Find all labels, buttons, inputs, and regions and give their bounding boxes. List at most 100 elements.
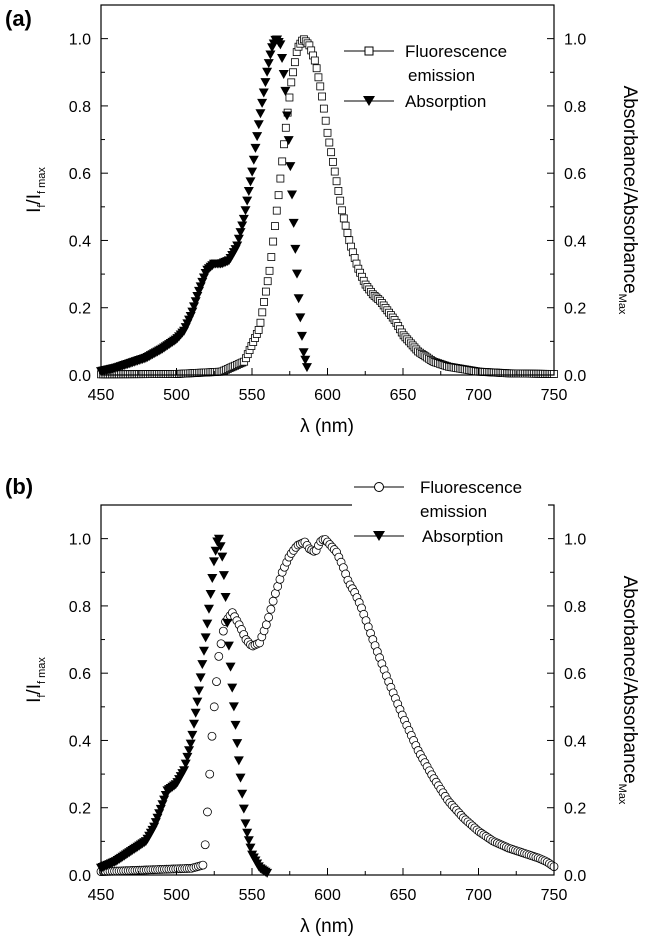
point-absorption-b [202, 619, 213, 629]
point-absorption-a [245, 177, 256, 187]
point-absorption-b [230, 720, 241, 730]
point-fluorescence-a [314, 73, 323, 82]
point-absorption-b [245, 843, 256, 853]
point-absorption-b [242, 828, 253, 838]
point-absorption-a [232, 241, 243, 251]
point-fluorescence-b [261, 620, 271, 630]
chart-panel-a: 450 500 550 600 650 700 750 0.0 0.0 0.2 0.2 0.4 0.4 0… [5, 4, 640, 437]
y-axis-label-a-sub2: f max [36, 167, 48, 194]
point-absorption-b [215, 542, 226, 552]
y-tick-label-a: 1.0 [69, 32, 91, 49]
y2-tick-label-b: 1.0 [564, 532, 586, 549]
point-fluorescence-b [198, 860, 208, 870]
point-absorption-a [277, 53, 288, 63]
point-absorption-b [195, 673, 206, 683]
legend-label-absorption-b: Absorption [422, 527, 503, 546]
point-absorption-b [203, 604, 214, 614]
y-axis-label-b: If/If max [24, 657, 48, 703]
y2-axis-label-b-main: Absorbance/Absorbance [619, 576, 640, 784]
point-absorption-a [265, 50, 276, 60]
x-tick-label-a: 500 [163, 387, 190, 404]
x-tick-label-a: 450 [88, 387, 115, 404]
y2-tick-label-b: 0.2 [564, 801, 586, 818]
y2-tick-label-b: 0.6 [564, 666, 586, 683]
point-absorption-a [248, 155, 259, 165]
point-absorption-b [240, 819, 251, 829]
point-fluorescence-a [278, 157, 287, 166]
point-absorption-b [210, 546, 221, 556]
x-tick-label-a: 600 [314, 387, 341, 404]
legend-marker-triangle-b [373, 531, 385, 541]
x-tick-label-b: 600 [314, 887, 341, 904]
point-fluorescence-b [203, 807, 212, 817]
point-absorption-b [185, 739, 196, 749]
point-fluorescence-a [323, 128, 332, 137]
y2-tick-label-a: 0.6 [564, 166, 586, 183]
point-absorption-b [180, 759, 191, 769]
point-absorption-a [298, 348, 309, 358]
point-absorption-b [190, 708, 201, 718]
point-absorption-a [295, 313, 306, 323]
tick-marks-b: 450 500 550 600 650 700 750 0.0 0.0 0.2 0.2 0.4 0.4 0… [69, 532, 587, 904]
point-fluorescence-a [318, 92, 326, 101]
point-fluorescence-a [258, 308, 267, 317]
x-tick-label-a: 550 [239, 387, 266, 404]
point-absorption-b [223, 641, 234, 651]
point-fluorescence-a [271, 222, 279, 231]
point-fluorescence-b [200, 840, 210, 850]
y-tick-label-a: 0.4 [69, 233, 91, 250]
point-absorption-a [252, 132, 263, 142]
point-fluorescence-a [263, 277, 272, 286]
point-absorption-b [184, 746, 195, 756]
point-fluorescence-a [310, 56, 319, 65]
point-fluorescence-a [287, 78, 296, 87]
point-absorption-b [222, 618, 233, 628]
x-axis-label-b: λ (nm) [300, 916, 354, 937]
point-absorption-a [240, 206, 251, 216]
x-tick-label-a: 700 [465, 387, 492, 404]
legend-marker-square-a [364, 46, 374, 56]
point-absorption-b [218, 571, 229, 581]
point-fluorescence-a [341, 221, 350, 230]
y-tick-label-b: 0.4 [69, 733, 91, 750]
point-absorption-a [283, 136, 294, 146]
point-fluorescence-b [207, 731, 217, 741]
point-absorption-a [257, 98, 268, 108]
y2-tick-label-a: 0.8 [564, 99, 586, 116]
point-fluorescence-a [256, 318, 265, 327]
point-absorption-a [255, 109, 266, 119]
x-tick-label-b: 550 [239, 887, 266, 904]
y-tick-label-b: 0.2 [69, 801, 91, 818]
x-tick-label-a: 750 [541, 387, 568, 404]
point-absorption-b [262, 868, 273, 878]
point-fluorescence-b [212, 677, 221, 686]
point-absorption-a [287, 190, 298, 200]
chart-panel-b: 450 500 550 600 650 700 750 0.0 0.0 0.2 0.2 0.4 0.4 0… [5, 474, 640, 937]
y2-axis-label-a-main: Absorbance/Absorbance [619, 86, 640, 294]
x-tick-label-b: 750 [541, 887, 568, 904]
y2-axis-label-b: Absorbance/AbsorbanceMax [616, 576, 640, 805]
point-fluorescence-a [319, 104, 328, 113]
point-absorption-b [197, 660, 208, 670]
point-fluorescence-a [339, 214, 348, 223]
point-absorption-a [242, 196, 253, 206]
y2-tick-label-a: 0.0 [564, 368, 586, 385]
plot-frame-b [100, 504, 555, 876]
point-fluorescence-a [316, 82, 325, 91]
x-tick-label-b: 650 [390, 887, 417, 904]
point-absorption-b [213, 534, 224, 544]
point-fluorescence-a [260, 298, 268, 306]
point-fluorescence-a [338, 206, 346, 215]
point-fluorescence-a [336, 196, 345, 205]
point-fluorescence-a [281, 123, 290, 132]
point-fluorescence-a [285, 93, 294, 102]
legend-b: Fluorescence emission Absorption [352, 474, 548, 552]
y-tick-label-b: 0.6 [69, 666, 91, 683]
point-absorption-a [288, 218, 299, 228]
x-tick-label-a: 650 [390, 387, 417, 404]
legend-marker-circle-b [374, 482, 384, 492]
y2-tick-label-a: 0.2 [564, 301, 586, 318]
legend-label-fluorescence-b: Fluorescence [420, 478, 522, 497]
y-axis-label-a-main: I [24, 208, 45, 213]
